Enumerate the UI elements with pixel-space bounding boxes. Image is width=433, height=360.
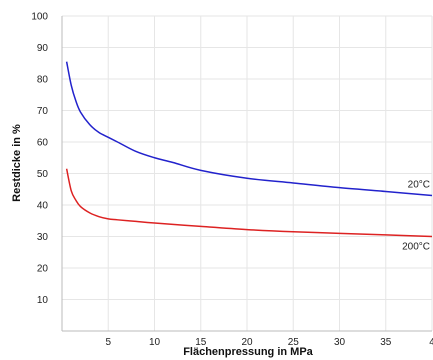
x-tick-label: 20 — [241, 337, 253, 348]
x-tick-label: 10 — [149, 337, 161, 348]
y-tick-label: 20 — [37, 264, 49, 275]
series-labels: 20°C 200°C — [402, 180, 430, 253]
series-label-200c: 200°C — [402, 242, 430, 253]
y-tick-label: 10 — [37, 295, 49, 306]
y-tick-label: 40 — [37, 201, 49, 212]
x-tick-label: 25 — [288, 337, 300, 348]
x-tick-label: 4 — [429, 337, 433, 348]
axes — [61, 16, 432, 332]
y-tick-label: 100 — [31, 12, 48, 23]
y-tick-label: 30 — [37, 232, 49, 243]
x-tick-label: 15 — [195, 337, 207, 348]
series-group — [65, 61, 433, 238]
x-tick-label: 35 — [380, 337, 392, 348]
series-line-200c — [65, 168, 433, 238]
y-tick-label: 60 — [37, 138, 49, 149]
series-label-20c: 20°C — [408, 180, 430, 191]
x-tick-label: 30 — [334, 337, 346, 348]
y-tick-label: 80 — [37, 75, 49, 86]
x-axis-ticks: 5 10 15 20 25 30 35 4 — [105, 337, 433, 348]
series-line-20c — [65, 61, 433, 197]
y-tick-label: 90 — [37, 43, 49, 54]
y-axis-ticks: 10 20 30 40 50 60 70 80 90 100 — [31, 12, 48, 307]
x-axis-title: Flächenpressung in MPa — [183, 346, 313, 358]
grid — [62, 15, 433, 331]
y-axis-title: Restdicke in % — [11, 124, 23, 202]
x-tick-label: 5 — [105, 337, 111, 348]
y-tick-label: 70 — [37, 106, 49, 117]
y-tick-label: 50 — [37, 169, 49, 180]
